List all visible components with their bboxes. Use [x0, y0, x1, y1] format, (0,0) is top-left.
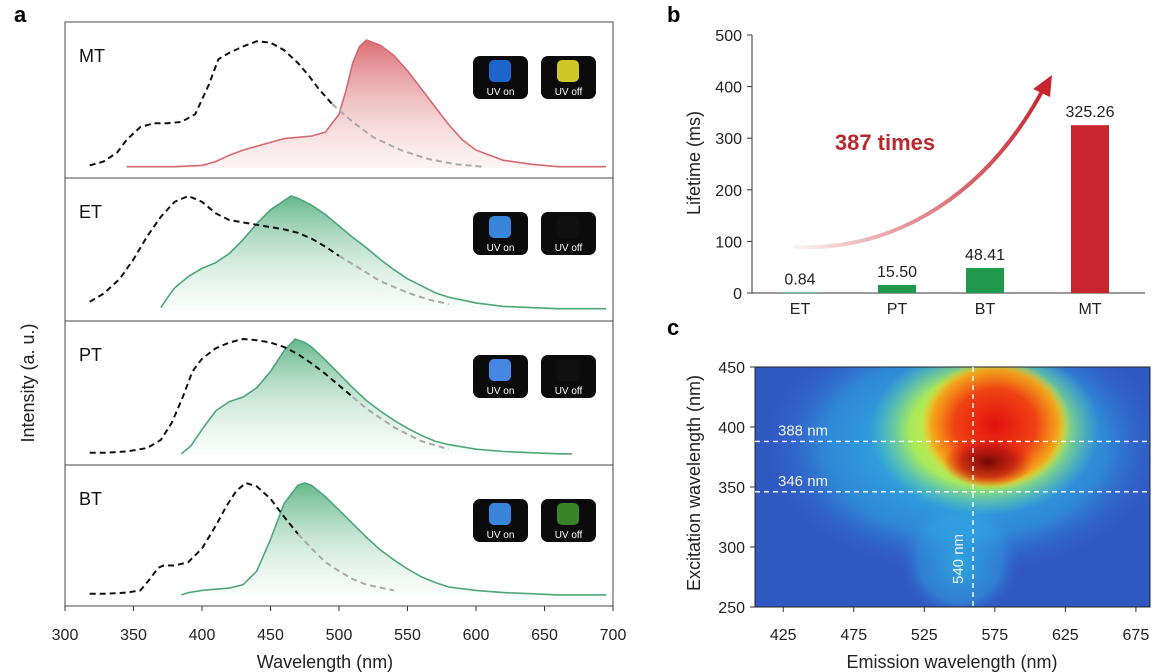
excitation-line: [89, 481, 299, 595]
bar-value-label: 48.41: [965, 247, 1005, 264]
sample-label: PT: [79, 345, 102, 365]
uv-badge-label: UV on: [487, 87, 515, 98]
panel-c-axes: 425 475 525 575 625 675 250 300 350 400 450: [718, 360, 1149, 644]
b-x-tick-label: ET: [790, 301, 811, 318]
uv-badge-label: UV off: [555, 243, 583, 254]
c-x-tick-label: 675: [1123, 627, 1150, 644]
sample-label: BT: [79, 489, 102, 509]
x-tick-label: 500: [326, 627, 353, 644]
emission-guide-label: 540 nm: [950, 534, 967, 584]
panel-a-xlabel: Wavelength (nm): [257, 652, 393, 672]
excitation-line: [89, 194, 340, 303]
b-y-tick-label: 400: [715, 80, 742, 97]
uv-on-photo: UV on: [473, 212, 528, 255]
c-x-tick-label: 525: [911, 627, 938, 644]
panel-b-letter: b: [667, 2, 680, 27]
b-y-tick-label: 300: [715, 131, 742, 148]
emission-line: [126, 39, 607, 168]
subplot-pt: PT UV on UV off: [64, 320, 614, 466]
excitation-line-tail: [352, 396, 449, 451]
emission-line: [181, 482, 607, 596]
emission-area: [126, 40, 607, 168]
uv-on-photo: UV on: [473, 56, 528, 99]
emission-line: [180, 338, 572, 455]
uv-badge-label: UV off: [555, 87, 583, 98]
x-tick-label: 600: [463, 627, 490, 644]
uv-off-photo: UV off: [541, 499, 596, 542]
c-y-tick-label: 300: [718, 540, 745, 557]
c-x-tick-label: 475: [840, 627, 867, 644]
bar-value-label: 0.84: [784, 271, 815, 288]
panel-b-axes: 0 100 200 300 400 500 0.84 ET 15.50 PT 48.41 BT 325.…: [715, 28, 1145, 318]
x-tick-label: 350: [120, 627, 147, 644]
c-y-tick-label: 400: [718, 420, 745, 437]
b-y-tick-label: 200: [715, 183, 742, 200]
excitation-line-tail: [338, 254, 449, 306]
panel-c-guide-lines: 388 nm 346 nm 540 nm: [755, 367, 1150, 607]
c-y-tick-label: 250: [718, 600, 745, 617]
panel-b-ylabel: Lifetime (ms): [684, 111, 704, 215]
sample-label: ET: [79, 202, 102, 222]
growth-arrow: [792, 85, 1047, 250]
c-y-tick-label: 350: [718, 480, 745, 497]
sample-label: MT: [79, 46, 105, 66]
excitation-line-tail: [331, 103, 483, 168]
uv-on-photo: UV on: [473, 355, 528, 398]
panel-a-x-axis: 300 350 400 450 500 550 600 650 700: [52, 606, 627, 644]
excitation-guide-label: 346 nm: [778, 473, 828, 490]
uv-badge-label: UV on: [487, 386, 515, 397]
excitation-line: [89, 337, 354, 454]
b-x-tick-label: BT: [975, 301, 996, 318]
panel-a-ylabel: Intensity (a. u.): [18, 323, 38, 442]
b-y-tick-label: 100: [715, 234, 742, 251]
subplot-et: ET UV on UV off: [64, 177, 614, 322]
b-x-tick-label: MT: [1078, 301, 1101, 318]
c-x-tick-label: 425: [770, 627, 797, 644]
panel-c-ylabel: Excitation wavelength (nm): [684, 375, 704, 591]
growth-arrowhead: [1033, 75, 1052, 97]
uv-on-photo: UV on: [473, 499, 528, 542]
bar-pt: [878, 285, 916, 293]
emission-area: [181, 483, 607, 596]
panel-a-letter: a: [14, 2, 27, 27]
uv-off-photo: UV off: [541, 212, 596, 255]
x-tick-label: 650: [531, 627, 558, 644]
bar-value-label: 15.50: [877, 264, 917, 281]
x-tick-label: 300: [52, 627, 79, 644]
x-tick-label: 400: [189, 627, 216, 644]
x-tick-label: 550: [394, 627, 421, 644]
c-x-tick-label: 575: [981, 627, 1008, 644]
uv-off-photo: UV off: [541, 355, 596, 398]
b-x-tick-label: PT: [887, 301, 908, 318]
uv-badge-label: UV on: [487, 530, 515, 541]
bar-mt: [1071, 125, 1109, 294]
uv-off-photo: UV off: [541, 56, 596, 99]
b-y-tick-label: 500: [715, 28, 742, 45]
uv-badge-label: UV on: [487, 243, 515, 254]
x-tick-label: 700: [600, 627, 627, 644]
emission-area: [160, 196, 607, 311]
panel-c-xlabel: Emission wavelength (nm): [846, 652, 1057, 672]
b-y-tick-label: 0: [733, 286, 742, 303]
c-x-tick-label: 625: [1052, 627, 1079, 644]
emission-area: [181, 339, 572, 455]
fold-annotation: 387 times: [835, 130, 935, 155]
c-y-tick-label: 450: [718, 360, 745, 377]
emission-line: [160, 195, 607, 310]
x-tick-label: 450: [257, 627, 284, 644]
panel-c-letter: c: [667, 315, 679, 340]
bar-value-label: 325.26: [1066, 104, 1115, 121]
excitation-guide-label: 388 nm: [778, 422, 828, 439]
bar-bt: [966, 268, 1004, 293]
uv-badge-label: UV off: [555, 386, 583, 397]
excitation-line-tail: [297, 533, 395, 592]
bar-et: [781, 292, 819, 293]
subplot-bt: BT UV on UV off: [64, 464, 614, 607]
uv-badge-label: UV off: [555, 530, 583, 541]
subplot-mt: MT UV on UV off: [64, 21, 614, 179]
